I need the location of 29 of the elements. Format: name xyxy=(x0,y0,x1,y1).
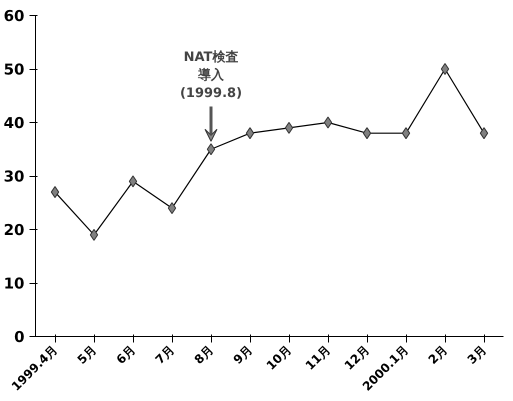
x-tick-label: 9月 xyxy=(230,342,255,367)
y-tick-label: 40 xyxy=(4,114,24,132)
x-tick-label: 2月 xyxy=(426,342,450,367)
point xyxy=(284,122,294,134)
point xyxy=(90,228,98,241)
point xyxy=(168,202,176,214)
y-tick-label: 50 xyxy=(4,60,24,78)
y-tick-label: 60 xyxy=(4,7,24,25)
y-tick-label: 30 xyxy=(4,168,24,186)
point xyxy=(402,127,410,140)
x-tick-label: 7月 xyxy=(152,342,177,367)
point xyxy=(206,143,216,156)
x-tick-label: 8月 xyxy=(192,342,216,367)
x-tick-label: 10月 xyxy=(264,342,294,373)
point xyxy=(50,186,60,198)
x-tick-label: 11月 xyxy=(302,342,333,373)
y-tick-label: 10 xyxy=(4,274,24,292)
point xyxy=(246,127,254,140)
annotation: NAT検査導入(1999.8) xyxy=(180,50,242,102)
y-tick-label: 0 xyxy=(14,328,24,346)
x-tick-label: 5月 xyxy=(74,342,99,367)
point xyxy=(440,63,450,75)
point xyxy=(128,175,138,188)
x-tick-label: 6月 xyxy=(114,342,138,367)
point xyxy=(324,116,332,128)
x-tick-label: 3月 xyxy=(464,342,489,367)
y-tick-label: 20 xyxy=(4,221,24,239)
point xyxy=(480,127,488,140)
point xyxy=(362,127,372,140)
